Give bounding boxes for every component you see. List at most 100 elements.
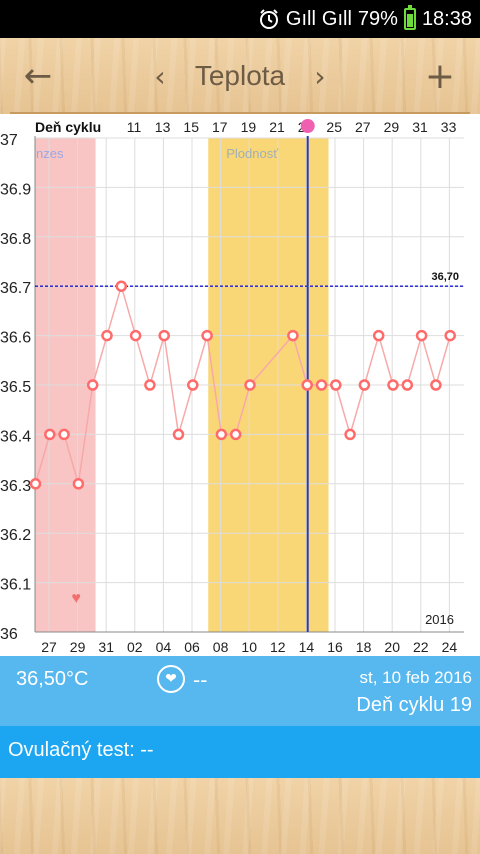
- sex-value: --: [193, 668, 208, 692]
- series-line-segment: [34, 434, 51, 485]
- heart-icon[interactable]: ❤: [157, 665, 185, 693]
- top-tick-label: 13: [155, 119, 171, 135]
- ovulation-bar[interactable]: Ovulačný test: --: [0, 726, 480, 778]
- y-tick-label: 36.7: [0, 280, 31, 297]
- footer-area: [0, 778, 480, 854]
- temperature-chart[interactable]: 37 36.9 36.8 36.7 36.6 36.5 36.4 36.3 36.2 36.1 36…: [0, 114, 480, 656]
- series-line-segment: [335, 384, 351, 435]
- signal-icon: Gıll: [285, 7, 316, 30]
- data-point: [401, 379, 414, 391]
- year-label: 2016: [425, 612, 454, 627]
- bottom-tick-label: 20: [384, 639, 400, 655]
- chevron-left-icon[interactable]: ‹: [154, 59, 166, 93]
- top-tick-label: 11: [127, 119, 142, 135]
- add-icon[interactable]: +: [424, 55, 456, 97]
- bottom-tick-label: 06: [184, 639, 200, 655]
- bottom-tick-label: 22: [413, 639, 429, 655]
- back-arrow-icon[interactable]: ←: [23, 56, 53, 96]
- fertile-label: Plodnosť: [226, 146, 278, 161]
- series-line-segment: [134, 335, 151, 386]
- series-line-segment: [435, 335, 451, 386]
- bottom-tick-label: 31: [98, 639, 114, 655]
- series-line-segment: [377, 335, 394, 386]
- series-line-segment: [249, 335, 294, 386]
- data-point: [330, 379, 342, 391]
- series-line-segment: [177, 384, 194, 435]
- top-tick-label: 31: [412, 119, 428, 135]
- series-line-segment: [420, 335, 437, 386]
- ovulation-test-label: Ovulačný test: --: [8, 739, 154, 761]
- signal-icon-2: Gıll: [321, 7, 352, 30]
- top-tick-label: 29: [384, 119, 400, 135]
- y-tick-label: 36.4: [0, 428, 31, 445]
- bottom-tick-label: 24: [442, 639, 458, 655]
- y-tick-label: 36.5: [0, 379, 31, 396]
- data-point: [444, 329, 456, 342]
- cycle-day-axis-label: Deň cyklu: [35, 119, 101, 135]
- data-point: [301, 379, 313, 391]
- clock: 18:38: [421, 7, 472, 30]
- series-line-segment: [163, 335, 180, 435]
- series-line-segment: [91, 335, 108, 386]
- series-line-segment: [106, 285, 123, 336]
- top-tick-label: 15: [183, 119, 199, 135]
- y-tick-label: 36.9: [0, 181, 31, 198]
- series-line-segment: [292, 335, 308, 386]
- top-tick-label: 25: [326, 119, 342, 135]
- data-point: [229, 428, 242, 441]
- battery-percent: 79%: [357, 7, 398, 30]
- top-tick-label: 27: [355, 119, 371, 135]
- data-point: [430, 379, 442, 391]
- series-line-segment: [234, 384, 251, 435]
- chevron-right-icon[interactable]: ›: [314, 59, 326, 93]
- cycle-day: Deň cyklu 19: [356, 694, 472, 716]
- data-point: [158, 329, 170, 342]
- top-tick-label: 21: [269, 119, 285, 135]
- data-point: [387, 379, 399, 391]
- info-bar: 36,50°C ❤ -- st, 10 feb 2016 Deň cyklu 1…: [0, 656, 480, 726]
- battery-icon: [403, 5, 416, 30]
- data-point: [215, 428, 228, 441]
- data-point: [201, 329, 213, 342]
- bottom-tick-label: 04: [156, 639, 172, 655]
- series-line-segment: [77, 384, 94, 484]
- bottom-tick-label: 10: [241, 639, 257, 655]
- data-point: [44, 428, 56, 441]
- data-point: [187, 379, 199, 391]
- series-line-segment: [406, 335, 423, 386]
- bottom-tick-label: 27: [41, 639, 57, 655]
- series-line-segment: [349, 384, 366, 435]
- series-line-segment: [120, 285, 137, 336]
- status-bar: Gıll Gıll 79% 18:38: [0, 0, 480, 38]
- data-point: [86, 379, 99, 391]
- data-point: [72, 478, 85, 490]
- chart-svg[interactable]: 37 36.9 36.8 36.7 36.6 36.5 36.4 36.3 36.2 36.1 36…: [0, 114, 480, 656]
- series-line-segment: [149, 335, 165, 386]
- y-tick-label: 36: [0, 626, 18, 643]
- top-tick-label: 33: [441, 119, 457, 135]
- bottom-tick-label: 08: [213, 639, 229, 655]
- series-line-segment: [363, 335, 380, 386]
- data-point: [315, 379, 328, 391]
- y-tick-label: 36.3: [0, 478, 31, 495]
- page-title: Teplota: [194, 60, 286, 91]
- series-line-segment: [206, 335, 223, 435]
- y-tick-label: 37: [0, 132, 18, 149]
- bottom-tick-label: 14: [299, 639, 315, 655]
- menses-label: nzes: [36, 146, 64, 161]
- data-point: [101, 329, 113, 342]
- app-header: ← ‹ Teplota › +: [0, 38, 480, 114]
- data-point: [144, 379, 156, 391]
- coverline-label: 36,70: [431, 271, 459, 283]
- intercourse-heart-icon: ♥: [71, 590, 81, 607]
- data-point: [287, 329, 299, 342]
- series-line-segment: [63, 434, 80, 485]
- data-point: [415, 329, 428, 342]
- temperature-value[interactable]: 36,50°C: [16, 668, 89, 690]
- selected-date: st, 10 feb 2016: [359, 668, 472, 687]
- y-tick-label: 36.1: [0, 577, 31, 594]
- y-tick-label: 36.8: [0, 231, 31, 248]
- bottom-tick-label: 12: [270, 639, 286, 655]
- data-point: [172, 428, 185, 441]
- bottom-tick-label: 29: [70, 639, 86, 655]
